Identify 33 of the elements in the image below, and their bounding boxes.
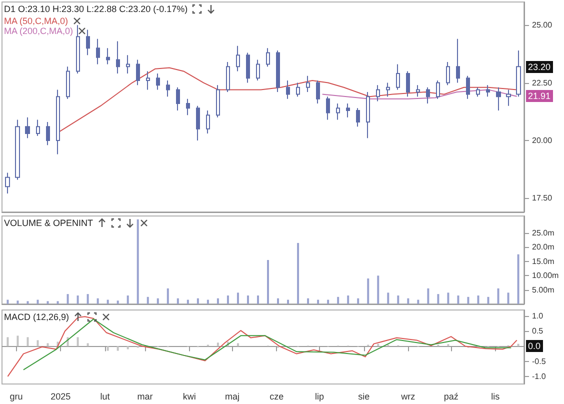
x-tick-label: mar bbox=[137, 392, 153, 402]
chart-title: MACD (12,26,9) bbox=[4, 312, 70, 322]
y-tick-label: 20.00 bbox=[532, 136, 553, 145]
x-tick-label: lip bbox=[314, 392, 324, 402]
y-tick-label: 5.00m bbox=[532, 285, 555, 294]
x-tick-label: lut bbox=[100, 392, 110, 402]
x-tick-label: cze bbox=[270, 392, 284, 402]
y-tick-label: 15.0m bbox=[532, 256, 555, 266]
annotation: 21.91 bbox=[526, 90, 553, 102]
x-tick-label: gru bbox=[10, 392, 23, 402]
x-tick-label: lis bbox=[491, 392, 500, 402]
y-tick-label: 25.0m bbox=[532, 228, 555, 238]
text: MA (200,C,MA,0) bbox=[4, 26, 74, 36]
x-tick-label: paź bbox=[444, 392, 459, 402]
y-tick-label: -0.5 bbox=[532, 356, 546, 366]
annotation: D1 O:23.10 H:23.30 L:22.88 C:23.20 (-0.17%) bbox=[4, 4, 188, 14]
x-tick-label: kwi bbox=[182, 392, 196, 402]
y-tick-label: -1.0 bbox=[532, 372, 546, 381]
y-tick-label: 0.5 bbox=[532, 326, 544, 336]
x-tick-label: 2025 bbox=[50, 392, 71, 402]
y-tick-label: 20.0m bbox=[532, 242, 555, 252]
y-tick-label: 17.50 bbox=[532, 194, 553, 203]
y-tick-label: 22.50 bbox=[532, 78, 553, 88]
y-tick-label: 25.00 bbox=[532, 20, 553, 30]
y-tick-label: 1.0 bbox=[532, 312, 544, 321]
annotation: 0.0 bbox=[526, 340, 543, 352]
chart-title: VOLUME & OPENINT bbox=[4, 218, 94, 228]
x-tick-label: maj bbox=[224, 392, 240, 402]
y-tick-label: 10.00m bbox=[532, 271, 560, 280]
annotation: 23.20 bbox=[526, 60, 553, 73]
x-tick-label: wrz bbox=[400, 392, 416, 402]
x-tick-label: sie bbox=[358, 392, 370, 402]
text: MA (50,C,MA,0) bbox=[4, 16, 68, 26]
